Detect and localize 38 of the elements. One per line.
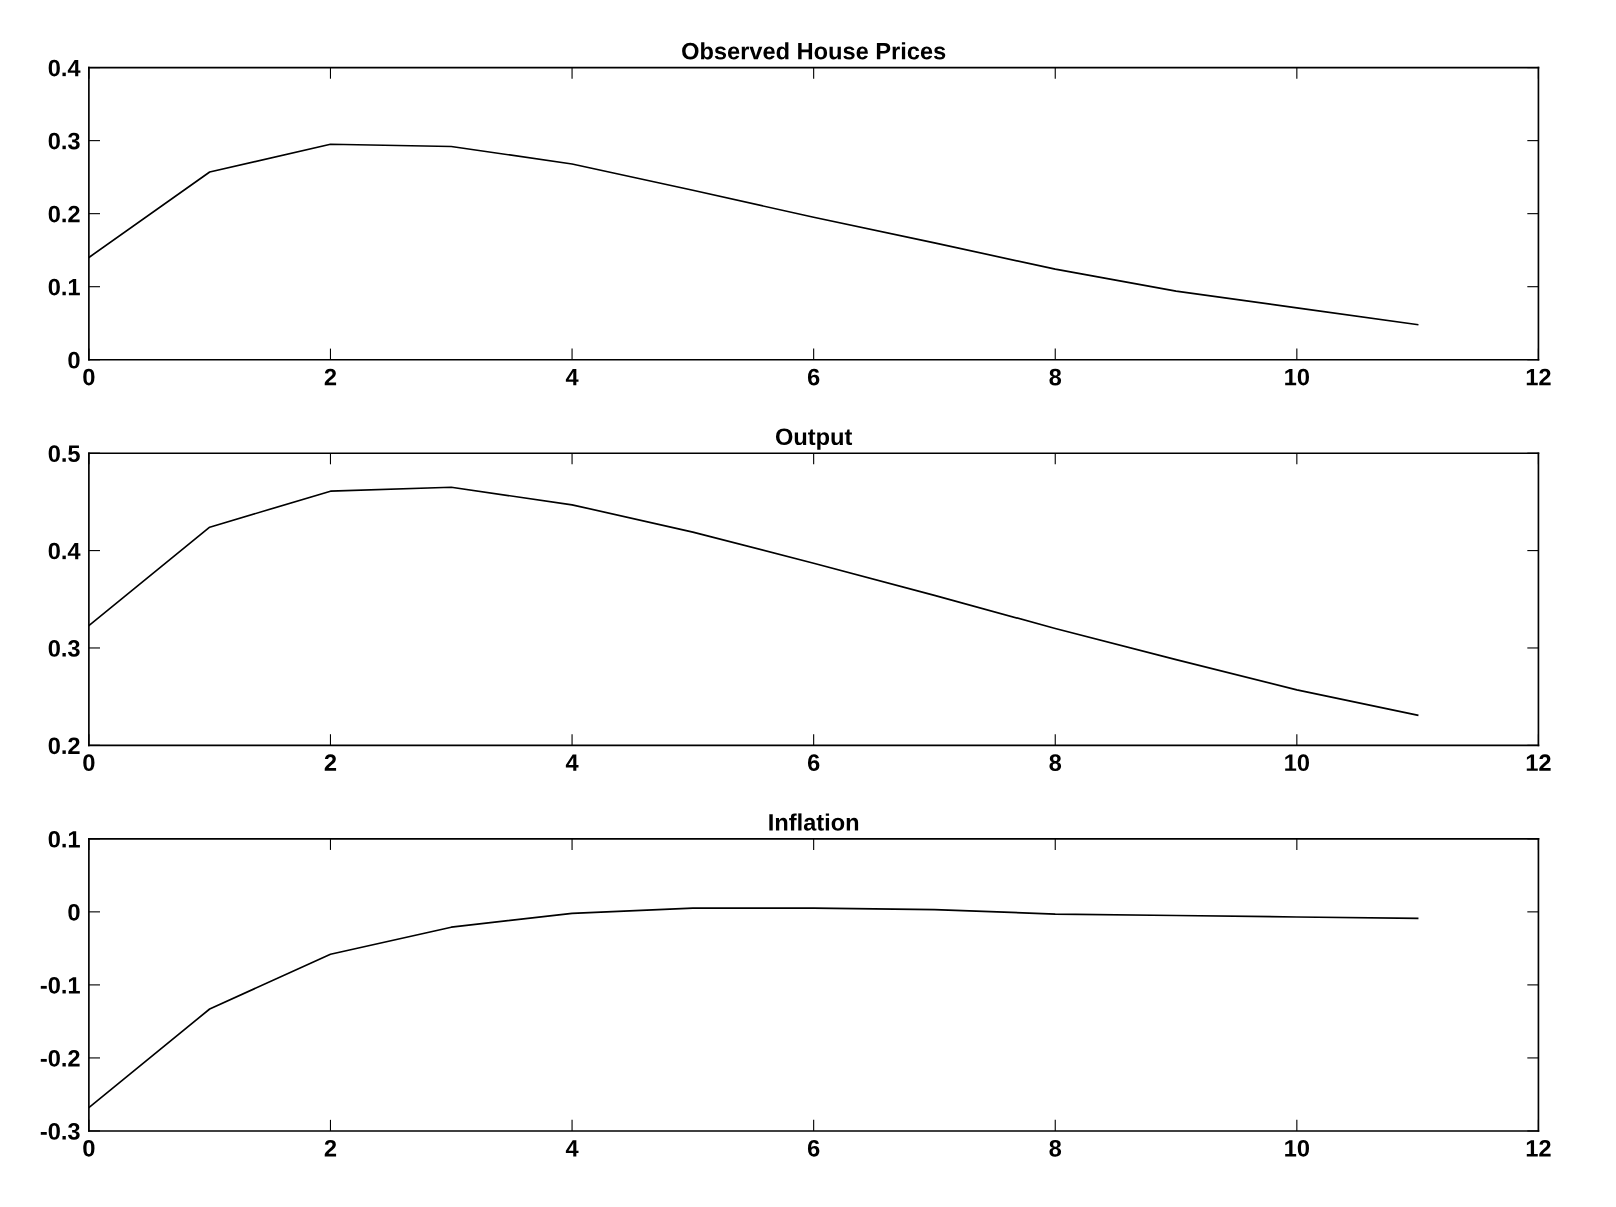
x-tick-label: 0 xyxy=(83,368,95,386)
y-tick-label: 0.2 xyxy=(48,737,80,755)
y-tick-label: 0.5 xyxy=(48,445,80,462)
y-tick-label: -0.1 xyxy=(40,976,80,994)
x-tick-label: 2 xyxy=(324,1139,337,1157)
x-tick-label: 12 xyxy=(1526,754,1551,771)
x-tick-label: 6 xyxy=(807,754,820,772)
y-tick-label: 0.4 xyxy=(48,542,81,560)
y-tick-label: 0.1 xyxy=(48,830,80,848)
chart-title: Inflation xyxy=(769,813,859,831)
x-tick-label: 12 xyxy=(1526,368,1551,386)
x-tick-label: 10 xyxy=(1285,1139,1309,1157)
x-tick-label: 10 xyxy=(1285,368,1309,386)
x-tick-label: 8 xyxy=(1049,754,1062,772)
x-tick-label: 0 xyxy=(83,1139,95,1157)
y-tick-label: 0 xyxy=(68,351,80,369)
y-tick-label: 0.1 xyxy=(48,278,80,296)
x-tick-label: 2 xyxy=(324,368,337,386)
x-tick-label: 4 xyxy=(565,1140,579,1157)
x-tick-label: 4 xyxy=(565,754,579,771)
y-tick-label: 0 xyxy=(68,903,80,921)
x-tick-label: 0 xyxy=(83,754,95,772)
y-tick-label: -0.3 xyxy=(40,1123,80,1140)
x-tick-label: 8 xyxy=(1049,1139,1062,1157)
y-tick-label: -0.2 xyxy=(40,1049,80,1067)
chart-title: Output xyxy=(775,428,853,450)
x-tick-label: 10 xyxy=(1285,754,1309,772)
x-tick-label: 2 xyxy=(324,754,337,771)
y-tick-label: 0.3 xyxy=(48,132,80,150)
x-tick-label: 4 xyxy=(565,368,579,386)
x-tick-label: 8 xyxy=(1049,368,1062,386)
x-tick-label: 6 xyxy=(807,368,820,386)
y-tick-label: 0.4 xyxy=(48,59,81,77)
y-tick-label: 0.3 xyxy=(48,640,80,657)
chart-title: Observed House Prices xyxy=(682,42,946,60)
y-tick-label: 0.2 xyxy=(48,205,80,223)
x-tick-label: 12 xyxy=(1526,1139,1551,1157)
x-tick-label: 6 xyxy=(807,1139,820,1157)
